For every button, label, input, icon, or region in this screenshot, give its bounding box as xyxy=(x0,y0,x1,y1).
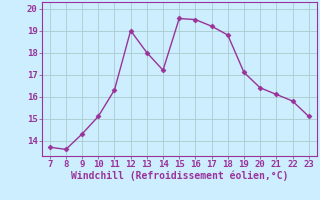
X-axis label: Windchill (Refroidissement éolien,°C): Windchill (Refroidissement éolien,°C) xyxy=(70,171,288,181)
